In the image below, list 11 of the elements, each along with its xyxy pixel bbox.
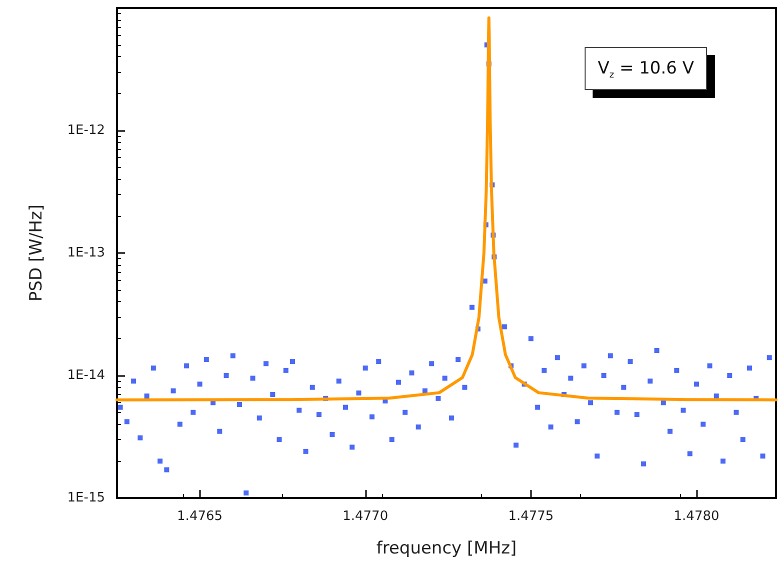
line-series xyxy=(116,16,778,402)
x-tick-label: 1.4765 xyxy=(177,509,223,524)
y-tick-label: 1E-15 xyxy=(67,490,105,506)
y-tick-label: 1E-14 xyxy=(67,368,105,383)
x-tick-label: 1.4780 xyxy=(674,509,720,524)
x-tick-label: 1.4775 xyxy=(508,509,554,524)
y-axis-title: PSD [W/Hz] xyxy=(26,204,46,302)
y-tick-label: 1E-13 xyxy=(67,246,105,260)
y-tick-label: 1E-12 xyxy=(67,123,105,138)
x-tick-label: 1.4770 xyxy=(342,509,388,524)
x-axis-title: frequency [MHz] xyxy=(376,538,517,558)
